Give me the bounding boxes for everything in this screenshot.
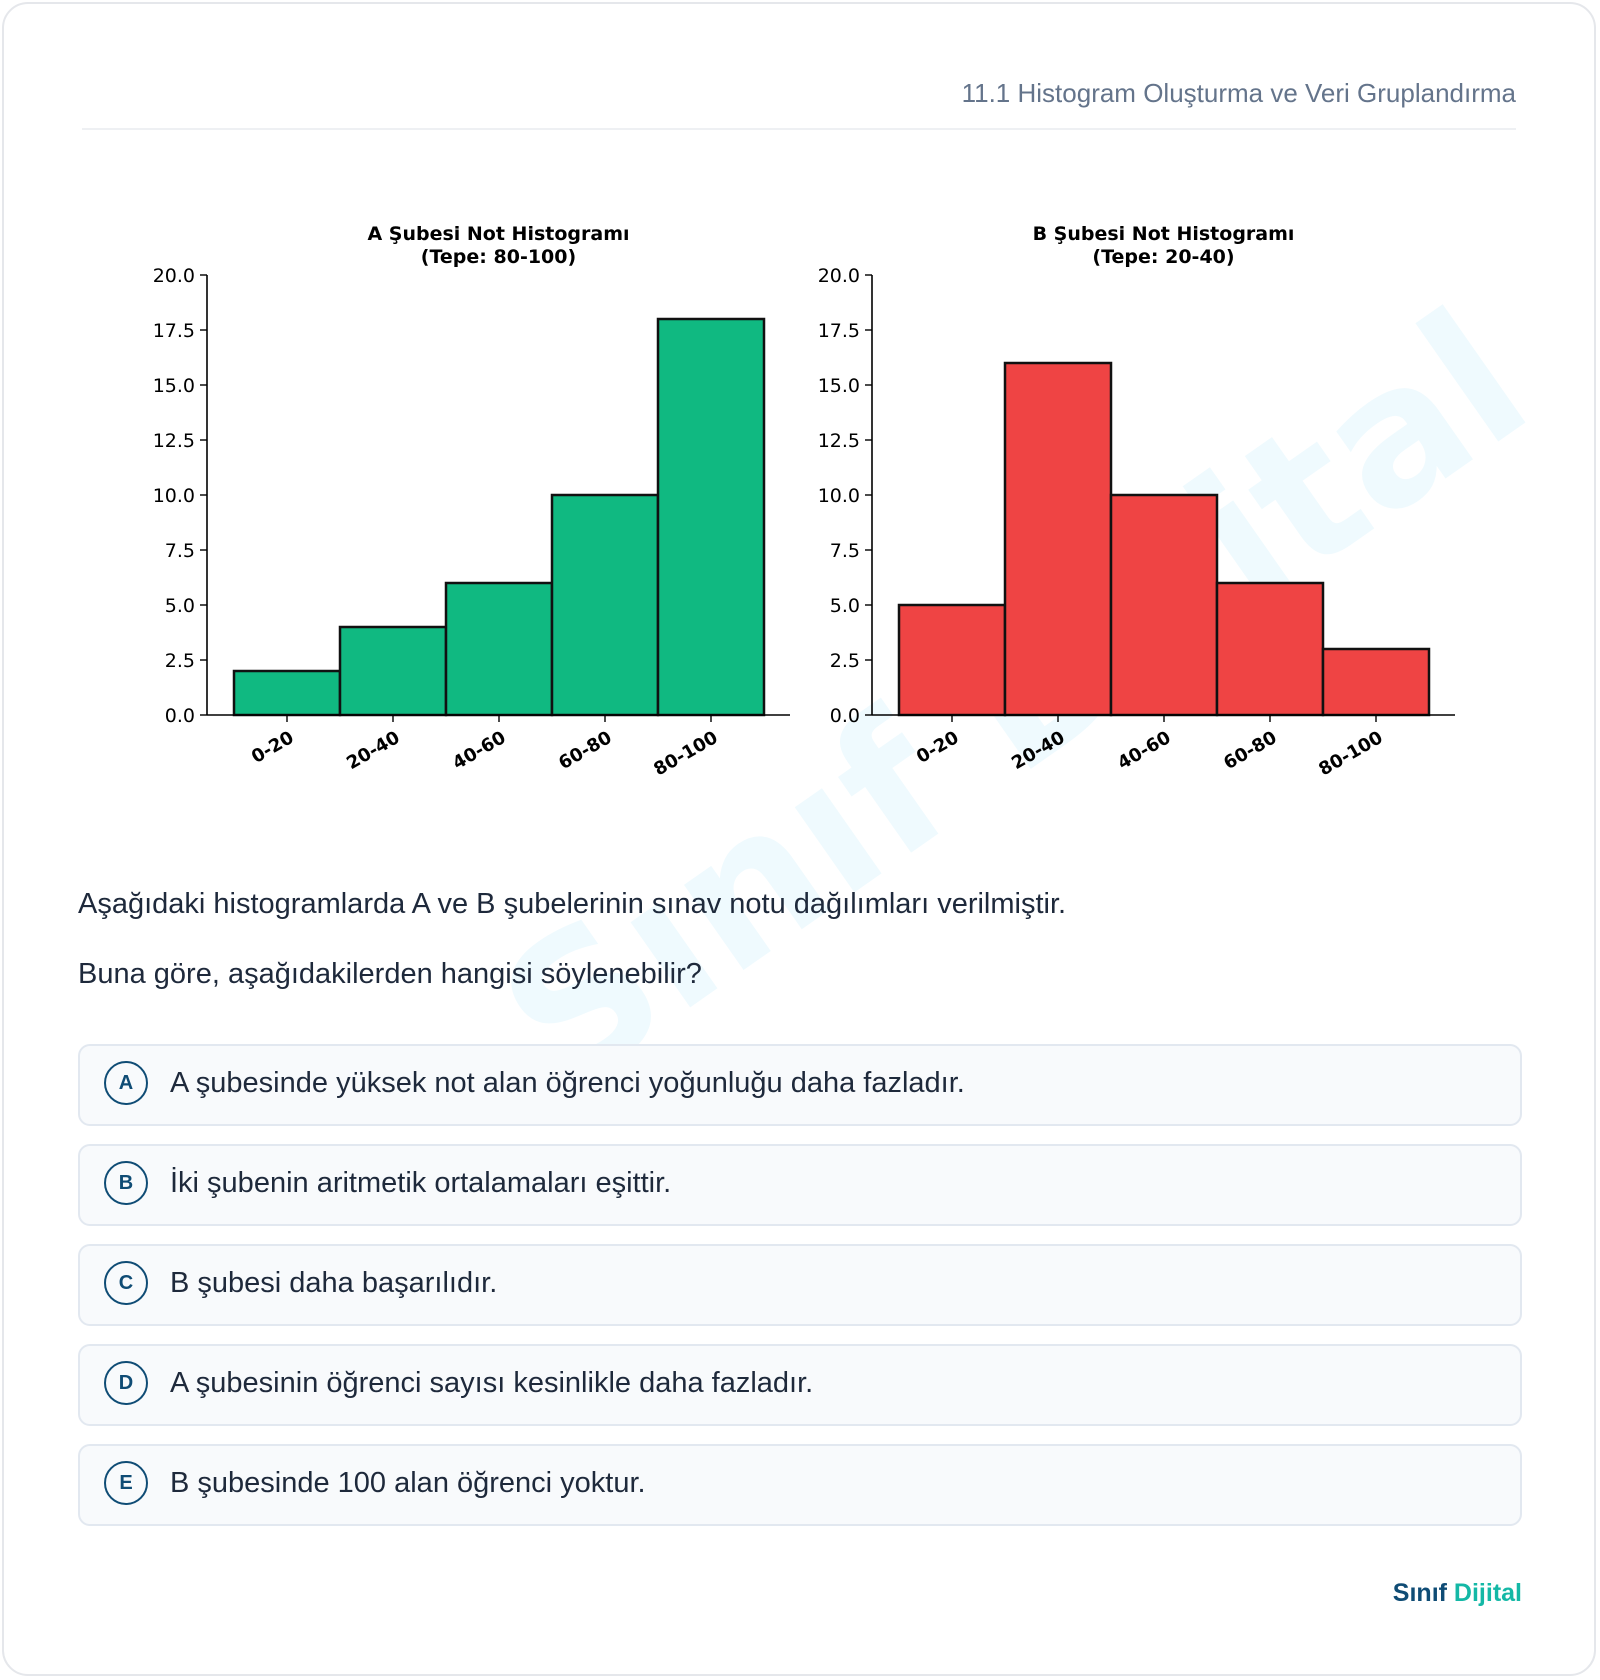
y-tick-label: 5.0 bbox=[830, 595, 860, 617]
y-tick-label: 2.5 bbox=[165, 650, 195, 672]
y-tick-label: 7.5 bbox=[165, 540, 195, 562]
y-tick-label: 0.0 bbox=[830, 705, 860, 727]
x-tick-label: 60-80 bbox=[555, 727, 615, 774]
x-tick-label: 20-40 bbox=[1008, 727, 1068, 774]
chart-title: (Tepe: 20-40) bbox=[1092, 246, 1234, 268]
option-a[interactable]: A A şubesinde yüksek not alan öğrenci yo… bbox=[78, 1044, 1522, 1126]
y-tick-label: 2.5 bbox=[830, 650, 860, 672]
option-letter: D bbox=[104, 1361, 148, 1405]
option-b[interactable]: B İki şubenin aritmetik ortalamaları eşi… bbox=[78, 1144, 1522, 1226]
option-letter: A bbox=[104, 1061, 148, 1105]
chart-title: A Şubesi Not Histogramı bbox=[367, 223, 629, 245]
brand-part-2: Dijital bbox=[1453, 1579, 1522, 1607]
y-tick-label: 20.0 bbox=[818, 265, 860, 287]
histogram-bar bbox=[444, 581, 554, 717]
question-intro: Aşağıdaki histogramlarda A ve B şubeleri… bbox=[78, 888, 1067, 920]
histogram-bar bbox=[1109, 493, 1219, 717]
histogram-bar bbox=[1321, 647, 1431, 717]
x-tick-label: 40-60 bbox=[449, 727, 509, 774]
option-letter: E bbox=[104, 1461, 148, 1505]
option-c[interactable]: C B şubesi daha başarılıdır. bbox=[78, 1244, 1522, 1326]
histogram-charts: A Şubesi Not Histogramı(Tepe: 80-100) 0.0… bbox=[153, 223, 1455, 780]
option-letter: B bbox=[104, 1161, 148, 1205]
page-header: 11.1 Histogram Oluşturma ve Veri Gruplan… bbox=[82, 72, 1516, 130]
y-tick-label: 7.5 bbox=[830, 540, 860, 562]
option-text: B şubesinde 100 alan öğrenci yoktur. bbox=[170, 1467, 646, 1499]
y-tick-label: 10.0 bbox=[818, 485, 860, 507]
breadcrumb: 11.1 Histogram Oluşturma ve Veri Gruplan… bbox=[961, 78, 1516, 108]
y-tick-label: 15.0 bbox=[818, 375, 860, 397]
option-text: İki şubenin aritmetik ortalamaları eşitt… bbox=[170, 1167, 672, 1199]
y-tick-label: 0.0 bbox=[165, 705, 195, 727]
histogram-bar bbox=[656, 317, 766, 717]
histogram-bar bbox=[1215, 581, 1325, 717]
option-e[interactable]: E B şubesinde 100 alan öğrenci yoktur. bbox=[78, 1444, 1522, 1526]
y-tick-label: 15.0 bbox=[153, 375, 195, 397]
question-prompt: Buna göre, aşağıdakilerden hangisi söyle… bbox=[78, 958, 702, 990]
x-tick-label: 0-20 bbox=[248, 727, 298, 768]
histogram-bar bbox=[232, 669, 342, 717]
histogram-bar bbox=[338, 625, 448, 717]
x-tick-label: 60-80 bbox=[1220, 727, 1280, 774]
x-tick-label: 0-20 bbox=[913, 727, 963, 768]
option-text: A şubesinde yüksek not alan öğrenci yoğu… bbox=[170, 1067, 965, 1099]
option-text: A şubesinin öğrenci sayısı kesinlikle da… bbox=[170, 1367, 814, 1399]
x-tick-label: 80-100 bbox=[1315, 727, 1386, 780]
y-tick-label: 20.0 bbox=[153, 265, 195, 287]
y-tick-label: 12.5 bbox=[818, 430, 860, 452]
histogram-bar bbox=[897, 603, 1007, 717]
option-text: B şubesi daha başarılıdır. bbox=[170, 1267, 498, 1299]
x-tick-label: 80-100 bbox=[650, 727, 721, 780]
histogram-bar bbox=[1003, 361, 1113, 717]
y-tick-label: 10.0 bbox=[153, 485, 195, 507]
option-d[interactable]: D A şubesinin öğrenci sayısı kesinlikle … bbox=[78, 1344, 1522, 1426]
option-letter: C bbox=[104, 1261, 148, 1305]
y-tick-label: 5.0 bbox=[165, 595, 195, 617]
histogram-bar bbox=[550, 493, 660, 717]
chart-title: B Şubesi Not Histogramı bbox=[1033, 223, 1295, 245]
brand-part-1: Sınıf bbox=[1392, 1579, 1447, 1607]
y-tick-label: 17.5 bbox=[153, 320, 195, 342]
x-tick-label: 40-60 bbox=[1114, 727, 1174, 774]
y-tick-label: 17.5 bbox=[818, 320, 860, 342]
chart-title: (Tepe: 80-100) bbox=[421, 246, 576, 268]
brand-logo: Sınıf Dijital bbox=[1393, 1579, 1522, 1608]
x-tick-label: 20-40 bbox=[343, 727, 403, 774]
y-tick-label: 12.5 bbox=[153, 430, 195, 452]
